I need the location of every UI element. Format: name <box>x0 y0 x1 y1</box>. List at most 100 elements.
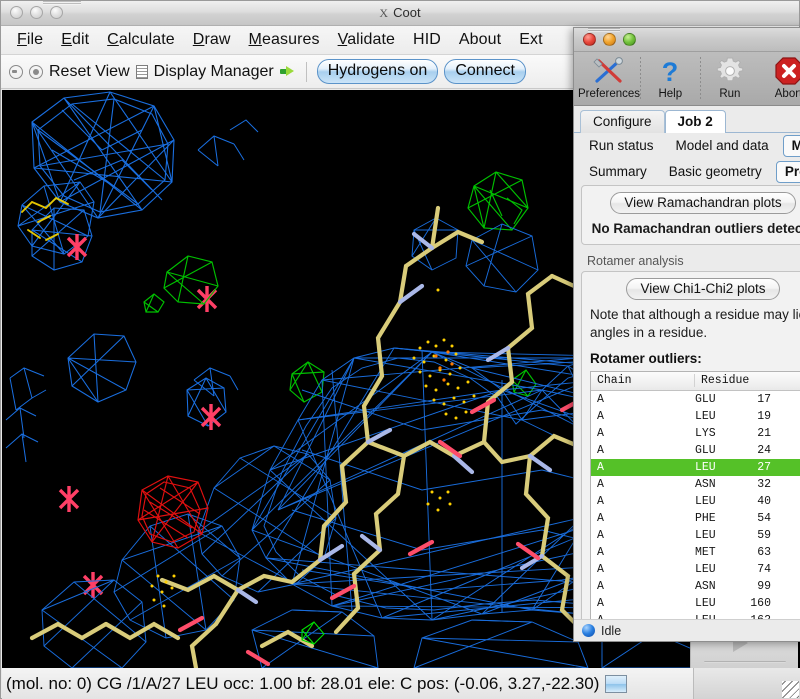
menu-measures[interactable]: Measures <box>248 31 320 48</box>
menu-calculate[interactable]: Calculate <box>107 31 175 48</box>
gear-icon <box>715 55 745 87</box>
help-button[interactable]: ? Help <box>641 55 700 100</box>
coot-status-bar: (mol. no: 0) CG /1/A/27 LEU occ: 1.00 bf… <box>2 668 800 699</box>
cell-chain: A <box>597 545 604 559</box>
table-row[interactable]: A ASN 99 <box>591 578 800 595</box>
table-row[interactable]: A LEU 160 <box>591 595 800 612</box>
cell-chain: A <box>597 579 604 593</box>
question-mark-icon: ? <box>657 55 683 87</box>
molprobity-window: Preferences ? Help <box>573 27 800 642</box>
table-row[interactable]: A GLU 24 <box>591 442 800 459</box>
menu-validate[interactable]: Validate <box>337 31 396 48</box>
coot-titlebar[interactable]: X Coot <box>1 1 799 26</box>
tabs-level2[interactable]: Run status Model and data MolProbit <box>574 133 800 159</box>
molprobity-content: View Ramachandran plots No Ramachandran … <box>574 185 800 641</box>
oxygen-atoms-left <box>58 234 222 598</box>
table-row[interactable]: A LEU 40 <box>591 493 800 510</box>
tab-molprobity[interactable]: MolProbit <box>782 135 800 157</box>
zoom-button[interactable] <box>50 6 63 19</box>
table-row[interactable]: A LEU 27 <box>591 458 800 476</box>
menu-extensions[interactable]: Ext <box>519 31 543 48</box>
view-ramachandran-plots-button[interactable]: View Ramachandran plots <box>610 192 796 214</box>
menu-file[interactable]: File <box>17 31 44 48</box>
molprobity-status-bar: Idle <box>574 619 800 641</box>
cell-chain: A <box>597 562 604 576</box>
tabs-level3[interactable]: Summary Basic geometry Protein Cl <box>574 159 800 185</box>
blue-density-mesh-left3 <box>31 207 93 271</box>
cell-residue-number: 160 <box>750 596 771 610</box>
connect-button[interactable]: Connect <box>444 59 526 84</box>
molprobity-window-controls[interactable] <box>583 33 636 46</box>
tab-job2[interactable]: Job 2 <box>664 110 726 133</box>
menu-hid[interactable]: HID <box>413 31 441 48</box>
table-row[interactable]: A GLU 17 <box>591 391 800 408</box>
table-row[interactable]: A LEU 59 <box>591 527 800 544</box>
cell-chain: A <box>597 494 604 508</box>
rotamer-outliers-table[interactable]: Chain Residue A GLU 17 A LEU 19 A LYS 21 A GLU 24 A L… <box>590 370 800 630</box>
column-header-residue[interactable]: Residue <box>701 374 750 388</box>
abort-button[interactable]: Abort <box>759 55 800 100</box>
cell-residue-name: ASN <box>695 477 716 491</box>
table-row[interactable]: A LEU 19 <box>591 408 800 425</box>
coot-title-text: Coot <box>393 5 421 20</box>
display-manager-icon[interactable] <box>135 64 148 79</box>
zoom-button[interactable] <box>623 33 636 46</box>
menu-about[interactable]: About <box>458 31 502 48</box>
hydrogens-on-button[interactable]: Hydrogens on <box>316 59 439 84</box>
cell-residue-name: LEU <box>695 596 716 610</box>
cell-residue-name: GLU <box>695 443 716 457</box>
molprobity-toolbar[interactable]: Preferences ? Help <box>574 52 800 106</box>
table-body[interactable]: A GLU 17 A LEU 19 A LYS 21 A GLU 24 A LEU 27 A ASN 32 A LEU… <box>591 391 800 629</box>
close-button[interactable] <box>583 33 596 46</box>
abort-label: Abort <box>774 88 800 100</box>
toolbar-divider <box>699 57 701 101</box>
cell-residue-number: 54 <box>757 511 771 525</box>
tab-basic-geometry[interactable]: Basic geometry <box>668 164 762 179</box>
cell-residue-name: LEU <box>695 409 716 423</box>
cell-residue-number: 99 <box>757 579 771 593</box>
titlebar-grip <box>588 28 620 32</box>
cell-chain: A <box>597 528 604 542</box>
close-button[interactable] <box>10 6 23 19</box>
radio-dot-icon[interactable] <box>29 64 43 79</box>
preferences-label: Preferences <box>578 88 641 100</box>
menu-draw[interactable]: Draw <box>192 31 231 48</box>
minimize-button[interactable] <box>603 33 616 46</box>
run-label: Run <box>719 88 741 100</box>
tab-configure[interactable]: Configure <box>580 110 665 133</box>
run-button[interactable]: Run <box>701 55 760 100</box>
tab-protein[interactable]: Protein <box>775 161 800 183</box>
coot-window-controls[interactable] <box>10 6 63 19</box>
display-manager-button[interactable]: Display Manager <box>153 62 274 80</box>
half-circle-icon[interactable] <box>9 64 23 79</box>
menu-edit[interactable]: Edit <box>61 31 90 48</box>
go-arrow-icon[interactable] <box>279 65 296 78</box>
tabs-level1[interactable]: Configure Job 2 <box>574 106 800 133</box>
cell-chain: A <box>597 426 604 440</box>
minimize-button[interactable] <box>30 6 43 19</box>
status-text: (mol. no: 0) CG /1/A/27 LEU occ: 1.00 bf… <box>6 673 600 693</box>
table-row[interactable]: A PHE 54 <box>591 510 800 527</box>
cell-residue-number: 74 <box>757 562 771 576</box>
table-row[interactable]: A LEU 74 <box>591 561 800 578</box>
reset-view-button[interactable]: Reset View <box>49 62 130 80</box>
table-row[interactable]: A ASN 32 <box>591 476 800 493</box>
molprobity-titlebar[interactable] <box>574 28 800 52</box>
resize-grip[interactable] <box>782 681 799 698</box>
cell-residue-name: MET <box>695 545 716 559</box>
tab-run-status[interactable]: Run status <box>589 138 654 153</box>
x-window-icon: X <box>379 6 389 20</box>
table-row[interactable]: A MET 63 <box>591 544 800 561</box>
toolbar-separator <box>305 61 307 82</box>
cell-residue-name: GLU <box>695 392 716 406</box>
table-row[interactable]: A LYS 21 <box>591 425 800 442</box>
status-led-icon <box>582 624 595 637</box>
column-header-chain[interactable]: Chain <box>591 374 695 388</box>
tab-model-and-data[interactable]: Model and data <box>675 138 769 153</box>
tab-summary[interactable]: Summary <box>589 164 647 179</box>
map-colour-swatch[interactable] <box>605 674 628 693</box>
view-chi1-chi2-plots-button[interactable]: View Chi1-Chi2 plots <box>626 278 780 300</box>
preferences-button[interactable]: Preferences <box>578 55 640 100</box>
cell-residue-name: LEU <box>695 494 716 508</box>
blue-density-fragment-b <box>193 119 259 397</box>
